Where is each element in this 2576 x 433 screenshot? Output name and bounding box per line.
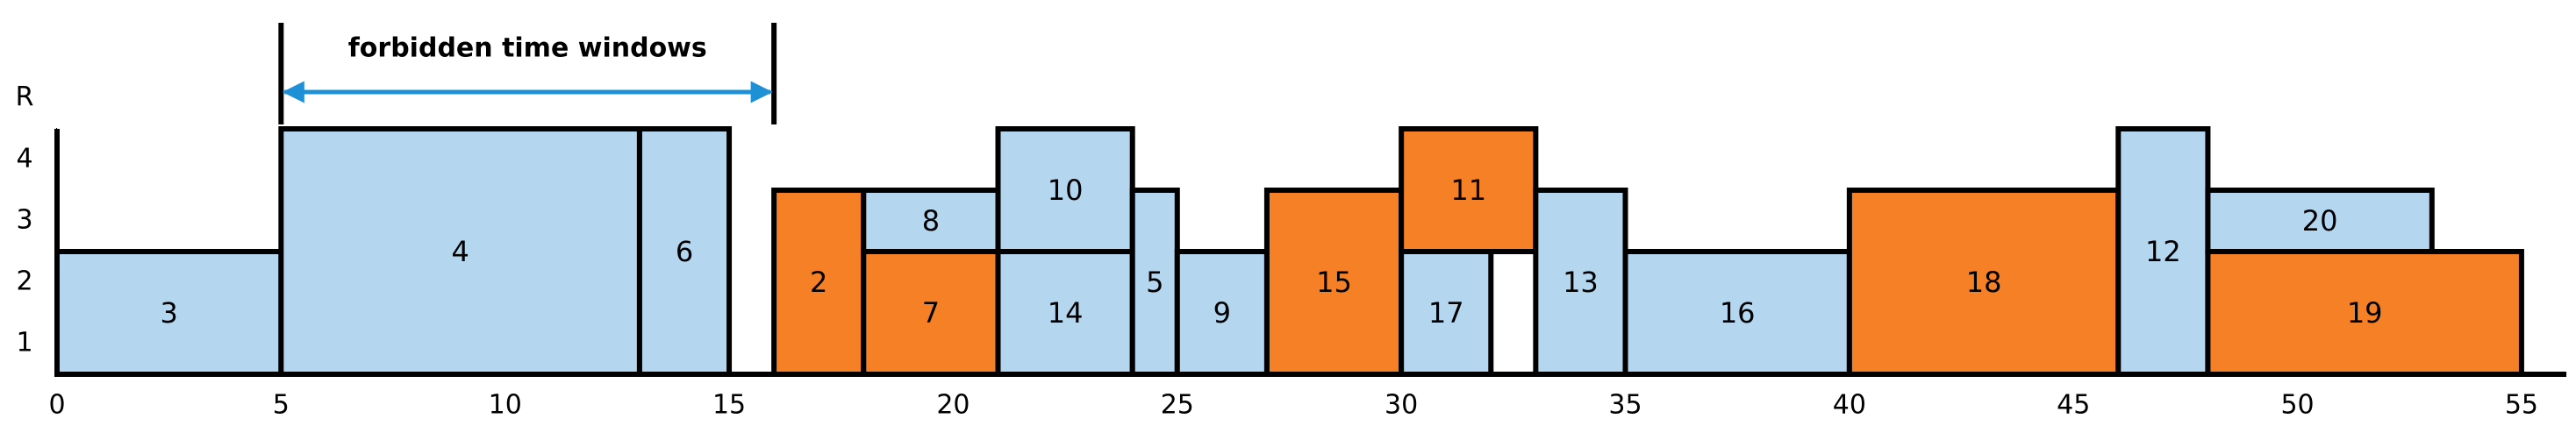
task-label: 17: [1428, 296, 1464, 330]
x-tick-label: 45: [2057, 390, 2090, 421]
task-label: 20: [2302, 204, 2338, 238]
task-label: 19: [2347, 296, 2383, 330]
task-label: 2: [810, 266, 827, 299]
task-label: 3: [160, 296, 177, 330]
annotation-text: forbidden time windows: [348, 33, 707, 64]
task-label: 5: [1146, 266, 1163, 299]
x-tick-label: 35: [1608, 390, 1642, 421]
task-label: 12: [2145, 235, 2181, 268]
task-label: 11: [1450, 174, 1486, 207]
task-label: 4: [451, 235, 469, 268]
x-tick-label: 15: [712, 390, 746, 421]
task-block: [2115, 126, 2211, 377]
x-tick-label: 0: [48, 390, 65, 421]
task-label: 16: [1720, 296, 1756, 330]
y-axis-label: R: [16, 82, 34, 113]
task-block: [1846, 188, 2122, 377]
y-tick-label: 4: [16, 144, 32, 174]
task-block: [1174, 249, 1270, 377]
x-tick-label: 25: [1161, 390, 1194, 421]
task-label: 9: [1213, 296, 1231, 330]
task-label: 13: [1563, 266, 1599, 299]
task-block: [2205, 249, 2524, 377]
x-tick-label: 50: [2280, 390, 2314, 421]
x-tick-label: 20: [936, 390, 970, 421]
task-label: 15: [1316, 266, 1352, 299]
x-tick-label: 10: [489, 390, 522, 421]
task-label: 8: [922, 204, 940, 238]
task-block: [1533, 188, 1628, 377]
x-tick-label: 40: [1833, 390, 1866, 421]
task-label: 10: [1048, 174, 1084, 207]
task-block: [995, 126, 1135, 254]
x-tick-label: 30: [1385, 390, 1418, 421]
x-tick-label: 5: [273, 390, 290, 421]
y-tick-label: 1: [16, 328, 32, 358]
task-label: 7: [922, 296, 940, 330]
task-label: 14: [1048, 296, 1084, 330]
y-tick-label: 3: [16, 205, 32, 236]
x-tick-label: 55: [2505, 390, 2538, 421]
y-tick-label: 2: [16, 266, 32, 297]
task-block: [1399, 126, 1539, 254]
task-label: 6: [676, 235, 693, 268]
task-label: 18: [1966, 266, 2002, 299]
task-block: [278, 126, 642, 377]
